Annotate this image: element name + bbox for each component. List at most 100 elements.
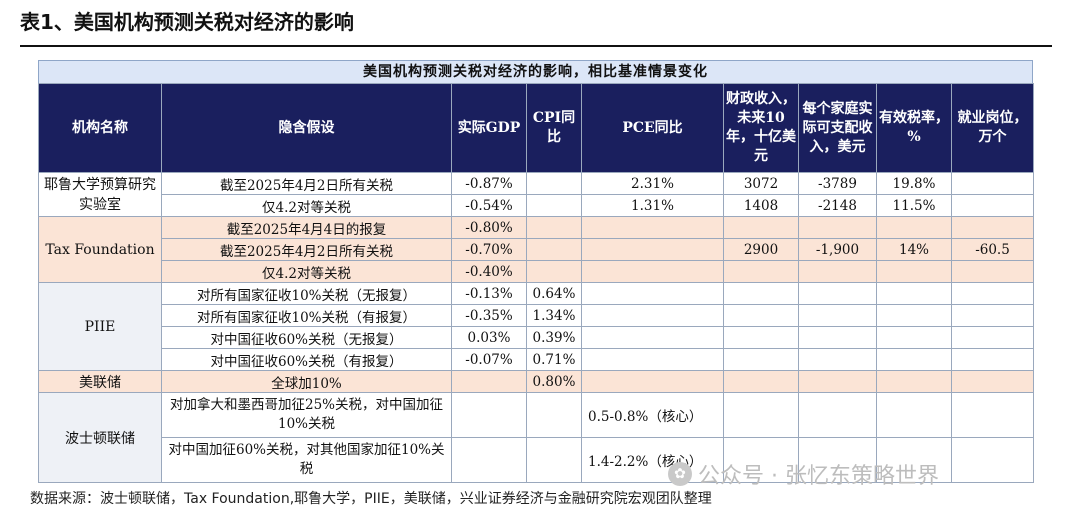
pce-cell: [581, 238, 724, 261]
header-pce: PCE同比: [581, 83, 724, 173]
fiscal-cell: [723, 216, 799, 239]
watermark-text: 公众号 · 张忆东策略世界: [698, 464, 939, 489]
header-fiscal: 财政收入，未来10年，十亿美元: [723, 83, 799, 173]
table-row: 对中国征收60%关税（无报复） 0.03% 0.39%: [39, 326, 1034, 349]
cpi-cell: [526, 194, 582, 217]
assumption-cell: 仅4.2对等关税: [161, 194, 452, 217]
org-cell: 波士顿联储: [38, 392, 162, 483]
header-cpi: CPI同比: [526, 83, 582, 173]
org-cell: PIIE: [38, 282, 162, 371]
cpi-cell: 0.80%: [526, 370, 582, 393]
cpi-cell: [526, 216, 582, 239]
pce-cell: 2.31%: [581, 172, 724, 195]
gdp-cell: -0.54%: [451, 194, 527, 217]
jobs-cell: [951, 194, 1034, 217]
income-cell: -3789: [798, 172, 877, 195]
income-cell: [798, 392, 877, 438]
header-tax: 有效税率，%: [876, 83, 952, 173]
assumption-cell: 对加拿大和墨西哥加征25%关税，对中国加征10%关税: [161, 392, 452, 438]
jobs-cell: [951, 437, 1034, 483]
pce-cell: 1.4-2.2%（核心）: [581, 437, 724, 483]
header-gdp: 实际GDP: [451, 83, 527, 173]
pce-cell: 1.31%: [581, 194, 724, 217]
jobs-cell: [951, 304, 1034, 327]
gdp-cell: -0.13%: [451, 282, 527, 305]
pce-cell: [581, 326, 724, 349]
income-cell: -1,900: [798, 238, 877, 261]
tax-cell: [876, 260, 952, 283]
gdp-cell: -0.87%: [451, 172, 527, 195]
cpi-cell: [526, 437, 582, 483]
data-source-note: 数据来源：波士顿联储，Tax Foundation,耶鲁大学，PIIE，美联储，…: [30, 491, 712, 507]
assumption-cell: 仅4.2对等关税: [161, 260, 452, 283]
jobs-cell: [951, 326, 1034, 349]
header-assumption: 隐含假设: [161, 83, 452, 173]
tax-cell: 14%: [876, 238, 952, 261]
fiscal-cell: [723, 326, 799, 349]
jobs-cell: [951, 260, 1034, 283]
assumption-cell: 截至2025年4月4日的报复: [161, 216, 452, 239]
org-cell: Tax Foundation: [38, 216, 162, 283]
tax-cell: [876, 348, 952, 371]
tax-cell: 11.5%: [876, 194, 952, 217]
assumption-cell: 对中国征收60%关税（有报复）: [161, 348, 452, 371]
gdp-cell: [451, 437, 527, 483]
table-row: PIIE 对所有国家征收10%关税（无报复） -0.13% 0.64%: [38, 282, 1034, 371]
income-cell: -2148: [798, 194, 877, 217]
table-row: 对中国加征60%关税，对其他国家加征10%关税 1.4-2.2%（核心）: [39, 437, 1034, 483]
income-cell: [798, 260, 877, 283]
tax-cell: [876, 304, 952, 327]
jobs-cell: [951, 282, 1034, 305]
tax-cell: [876, 437, 952, 483]
cpi-cell: 0.64%: [526, 282, 582, 305]
tax-cell: [876, 282, 952, 305]
cpi-cell: [526, 238, 582, 261]
gdp-cell: -0.35%: [451, 304, 527, 327]
pce-cell: [581, 304, 724, 327]
tax-cell: [876, 216, 952, 239]
gdp-cell: [451, 370, 527, 393]
org-cell: 耶鲁大学预算研究实验室: [38, 172, 162, 217]
income-cell: [798, 370, 877, 393]
fiscal-cell: [723, 260, 799, 283]
cpi-cell: [526, 392, 582, 438]
assumption-cell: 全球加10%: [161, 370, 452, 393]
jobs-cell: -60.5: [951, 238, 1034, 261]
income-cell: [798, 348, 877, 371]
income-cell: [798, 282, 877, 305]
fiscal-cell: [723, 370, 799, 393]
fiscal-cell: 2900: [723, 238, 799, 261]
pce-cell: [581, 370, 724, 393]
cpi-cell: [526, 172, 582, 195]
income-cell: [798, 437, 877, 483]
fiscal-cell: [723, 304, 799, 327]
assumption-cell: 截至2025年4月2日所有关税: [161, 172, 452, 195]
pce-cell: [581, 282, 724, 305]
income-cell: [798, 304, 877, 327]
cpi-cell: [526, 260, 582, 283]
gdp-cell: -0.40%: [451, 260, 527, 283]
cpi-cell: 0.71%: [526, 348, 582, 371]
tax-cell: [876, 326, 952, 349]
assumption-cell: 对所有国家征收10%关税（有报复）: [161, 304, 452, 327]
assumption-cell: 对所有国家征收10%关税（无报复）: [161, 282, 452, 305]
table-row: 仅4.2对等关税 -0.54% 1.31% 1408 -2148 11.5%: [39, 194, 1034, 217]
table-row: 仅4.2对等关税 -0.40%: [39, 260, 1034, 283]
tax-cell: [876, 370, 952, 393]
fiscal-cell: 3072: [723, 172, 799, 195]
forecast-table: 美国机构预测关税对经济的影响，相比基准情景变化 机构名称 隐含假设 实际GDP …: [38, 60, 1034, 483]
table-caption: 美国机构预测关税对经济的影响，相比基准情景变化: [38, 60, 1033, 83]
pce-cell: [581, 216, 724, 239]
header-org: 机构名称: [38, 83, 162, 173]
table-row: 截至2025年4月2日所有关税 -0.70% 2900 -1,900 14% -…: [39, 238, 1034, 261]
cpi-cell: 1.34%: [526, 304, 582, 327]
tax-cell: 19.8%: [876, 172, 952, 195]
pce-cell: 0.5-0.8%（核心）: [581, 392, 724, 438]
assumption-cell: 对中国征收60%关税（无报复）: [161, 326, 452, 349]
fiscal-cell: [723, 348, 799, 371]
document-title: 表1、美国机构预测关税对经济的影响: [20, 10, 354, 34]
jobs-cell: [951, 370, 1034, 393]
income-cell: [798, 216, 877, 239]
pce-cell: [581, 348, 724, 371]
header-row: 机构名称 隐含假设 实际GDP CPI同比 PCE同比 财政收入，未来10年，十…: [38, 83, 1034, 173]
